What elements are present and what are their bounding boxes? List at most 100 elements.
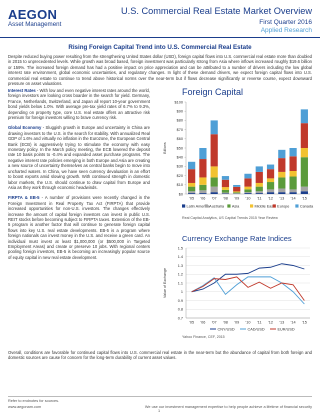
bar-segment [255, 191, 263, 194]
intro: Despite reduced buying power resulting f… [8, 54, 312, 87]
section-heading: FIRPTA & EB-5 [8, 195, 40, 201]
bar-segment [300, 157, 308, 187]
bar-segment [188, 193, 196, 194]
x-tick-label: '13 [279, 197, 284, 201]
closing: Overall, conditions are favorable for co… [8, 350, 312, 361]
bar-segment [188, 191, 196, 194]
x-tick-label: '10 [246, 197, 251, 201]
legend-label: Asia [232, 204, 240, 208]
bar-segment [266, 169, 275, 179]
y-tick-label: $40 [177, 156, 183, 160]
x-tick-label: '15 [302, 321, 307, 325]
line-series [191, 276, 305, 305]
footer-tagline: We use our investment management experti… [144, 405, 312, 409]
y-tick-label: 0.8 [178, 308, 183, 312]
legend-label: Middle East [255, 204, 276, 208]
sections: Interest Rates - With low and even negat… [8, 88, 150, 265]
section-text: - A number of provisions were recently c… [8, 195, 151, 260]
bar-segment [188, 186, 196, 192]
x-tick-label: '08 [223, 197, 228, 201]
x-tick-label: '12 [268, 321, 273, 325]
bar-segment [210, 166, 218, 178]
x-tick-label: '06 [200, 197, 205, 201]
bar-segment [188, 161, 196, 170]
chart-source: Real Capital Analytics, US Capital Trend… [182, 216, 278, 220]
chart-title: Currency Exchange Rate Indices [182, 234, 292, 243]
bar-segment [266, 182, 275, 190]
x-tick-label: '10 [246, 321, 251, 325]
report-title: U.S. Commercial Real Estate Market Overv… [121, 6, 312, 16]
logo: AEGON Asset Management [8, 8, 66, 34]
y-axis-label: Value of Exchange [163, 268, 167, 298]
y-tick-label: $20 [177, 174, 183, 178]
y-tick-label: $10 [177, 183, 183, 187]
y-tick-label: $70 [177, 128, 183, 132]
x-tick-label: '11 [257, 197, 262, 201]
bar-segment [199, 190, 207, 194]
bar-segment [210, 177, 218, 187]
footer-divider [8, 396, 312, 397]
y-tick-label: 1.2 [178, 273, 183, 277]
bar-segment [199, 177, 207, 185]
bar-segment [221, 189, 230, 193]
y-axis-label: Billions [163, 142, 167, 154]
chart-title: Foreign Capital [182, 87, 243, 97]
bar-segment [233, 186, 241, 192]
bar-segment [221, 192, 230, 194]
bar-segment [188, 169, 196, 183]
line-series [191, 263, 305, 293]
y-tick-label: 1.4 [178, 255, 183, 259]
y-tick-label: $60 [177, 137, 183, 141]
bar-segment [255, 193, 263, 194]
bar-segment [266, 192, 275, 194]
currency-chart: Currency Exchange Rate Indices Value of E… [163, 234, 310, 339]
bar-segment [199, 159, 207, 178]
bar-segment [244, 193, 252, 194]
bar-segment [199, 193, 207, 194]
bar-segment [199, 148, 207, 160]
y-tick-label: $30 [177, 165, 183, 169]
x-tick-label: '06 [200, 321, 205, 325]
bar-segment [255, 166, 263, 172]
bar-segment [221, 179, 230, 188]
foreign-capital-chart: Foreign Capital Billions $0 $10 $20 $30 $40 $50… [163, 87, 314, 220]
y-tick-label: 1.5 [178, 246, 183, 250]
x-tick-label: '12 [268, 197, 273, 201]
bar-segment [255, 186, 263, 192]
section: Global Economy - Sluggish growth in Euro… [8, 125, 150, 190]
section-heading: Interest Rates [8, 88, 36, 93]
legend-label: CNY/USD [218, 327, 235, 331]
headline: Rising Foreign Capital Trend into U.S. C… [68, 44, 252, 51]
x-tick-label: '05 [189, 197, 194, 201]
bar-segment [300, 109, 308, 124]
bar-segment [233, 191, 241, 193]
x-tick-label: '14 [291, 197, 296, 201]
bar-segment [233, 184, 241, 187]
legend-swatch [227, 204, 231, 208]
bar-segment [278, 188, 286, 193]
page-number: 1 [158, 409, 161, 413]
logo-name: AEGON [8, 7, 58, 22]
y-tick-label: 0.9 [178, 299, 183, 303]
bar-segment [210, 120, 218, 135]
x-tick-label: '09 [234, 197, 239, 201]
legend-swatch [182, 204, 186, 208]
section-text: - Sluggish growth in Europe and uncertai… [8, 125, 150, 190]
section-heading: Global Economy [8, 125, 42, 131]
bar-segment [289, 156, 297, 171]
bar-segment [289, 189, 297, 193]
y-tick-label: $80 [177, 119, 183, 123]
bar-segment [210, 134, 218, 167]
bar-segment [300, 123, 308, 148]
divider [0, 37, 320, 39]
legend-swatch [250, 204, 254, 208]
legend-label: Latin America [187, 204, 211, 208]
bar-segment [278, 158, 286, 172]
bar-segment [244, 186, 252, 190]
bar-segment [199, 184, 207, 191]
bar-segment [266, 164, 275, 170]
footer-url: www.aegonam.com [8, 405, 42, 409]
bar-segment [278, 177, 286, 189]
logo-subtitle: Asset Management [8, 21, 62, 28]
